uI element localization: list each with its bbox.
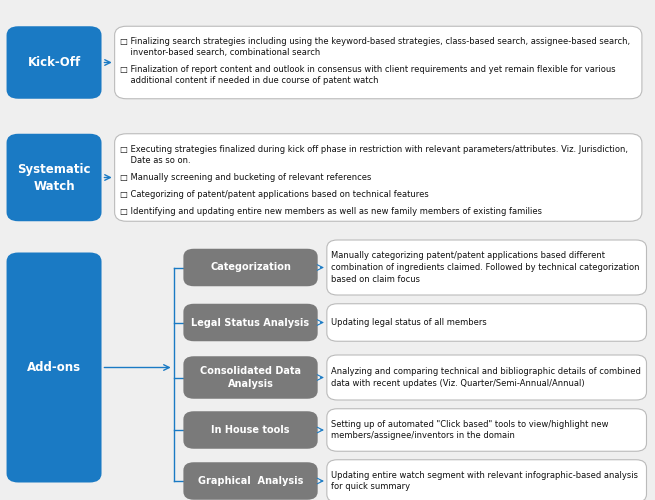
FancyBboxPatch shape xyxy=(115,134,642,221)
Text: □ Categorizing of patent/patent applications based on technical features: □ Categorizing of patent/patent applicat… xyxy=(120,190,428,198)
Text: □ Manually screening and bucketing of relevant references: □ Manually screening and bucketing of re… xyxy=(120,172,371,182)
FancyBboxPatch shape xyxy=(183,356,318,399)
Text: □ Finalization of report content and outlook in consensus with client requiremen: □ Finalization of report content and out… xyxy=(120,66,616,74)
FancyBboxPatch shape xyxy=(183,411,318,449)
FancyBboxPatch shape xyxy=(7,252,102,482)
FancyBboxPatch shape xyxy=(327,304,646,341)
Text: □ Identifying and updating entire new members as well as new family members of e: □ Identifying and updating entire new me… xyxy=(120,207,542,216)
FancyBboxPatch shape xyxy=(327,240,646,295)
Text: Date as so on.: Date as so on. xyxy=(120,156,191,165)
Text: Analyzing and comparing technical and bibliographic details of combined
data wit: Analyzing and comparing technical and bi… xyxy=(331,367,641,388)
FancyBboxPatch shape xyxy=(115,26,642,99)
FancyBboxPatch shape xyxy=(183,304,318,341)
Text: Categorization: Categorization xyxy=(210,262,291,272)
Text: Legal Status Analysis: Legal Status Analysis xyxy=(191,318,310,328)
FancyBboxPatch shape xyxy=(183,462,318,500)
FancyBboxPatch shape xyxy=(327,460,646,500)
Text: Setting up of automated "Click based" tools to view/highlight new
members/assign: Setting up of automated "Click based" to… xyxy=(331,420,609,440)
Text: □ Executing strategies finalized during kick off phase in restriction with relev: □ Executing strategies finalized during … xyxy=(120,145,628,154)
Text: In House tools: In House tools xyxy=(212,425,290,435)
Text: Updating entire watch segment with relevant infographic-based analysis
for quick: Updating entire watch segment with relev… xyxy=(331,470,639,492)
Text: inventor-based search, combinational search: inventor-based search, combinational sea… xyxy=(120,48,320,57)
FancyBboxPatch shape xyxy=(7,26,102,99)
Text: Kick-Off: Kick-Off xyxy=(28,56,81,69)
Text: Graphical  Analysis: Graphical Analysis xyxy=(198,476,303,486)
Text: Systematic
Watch: Systematic Watch xyxy=(18,162,91,192)
Text: Add-ons: Add-ons xyxy=(28,361,81,374)
Text: □ Finalizing search strategies including using the keyword-based strategies, cla: □ Finalizing search strategies including… xyxy=(120,38,630,46)
FancyBboxPatch shape xyxy=(327,409,646,451)
FancyBboxPatch shape xyxy=(183,248,318,286)
Text: Manually categorizing patent/patent applications based different
combination of : Manually categorizing patent/patent appl… xyxy=(331,251,640,284)
Text: Consolidated Data
Analysis: Consolidated Data Analysis xyxy=(200,366,301,388)
FancyBboxPatch shape xyxy=(327,355,646,400)
FancyBboxPatch shape xyxy=(7,134,102,221)
Text: Updating legal status of all members: Updating legal status of all members xyxy=(331,318,487,327)
Text: additional content if needed in due course of patent watch: additional content if needed in due cour… xyxy=(120,76,379,86)
